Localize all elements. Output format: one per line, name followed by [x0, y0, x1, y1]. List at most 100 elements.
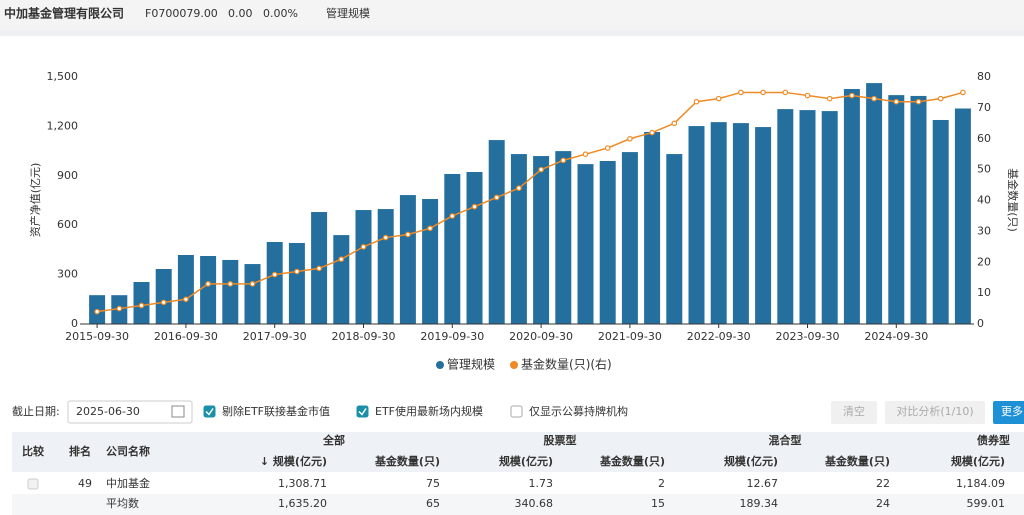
button-label[interactable]: 清空	[843, 404, 865, 418]
line-point	[249, 281, 256, 287]
line-point	[360, 244, 367, 250]
line-point	[449, 213, 456, 219]
button-label[interactable]: 更多	[1001, 404, 1023, 418]
y-tick-label: 0	[71, 317, 78, 330]
compare-checkbox[interactable]	[27, 478, 39, 490]
bar	[688, 126, 705, 324]
y-tick-label: 900	[57, 169, 78, 182]
bar	[599, 160, 616, 324]
date-input[interactable]	[67, 400, 193, 424]
line-point	[715, 95, 722, 102]
x-tick-label: 2021-09-30	[598, 330, 662, 343]
line-point	[604, 145, 611, 151]
legend-label[interactable]: 管理规模	[447, 357, 495, 372]
line-point	[183, 296, 189, 303]
line-point	[516, 185, 522, 191]
line-point	[760, 89, 766, 96]
checkbox[interactable]	[203, 405, 216, 418]
bar	[155, 269, 172, 324]
bar	[222, 259, 239, 324]
bar	[799, 110, 816, 325]
option-label[interactable]: 剔除ETF联接基金市值	[222, 404, 330, 418]
column-header[interactable]: 规模(亿元)	[499, 454, 553, 468]
column-header[interactable]: 规模(亿元)	[724, 454, 778, 468]
bar	[755, 127, 772, 324]
legend-label[interactable]: 基金数量(只)(右)	[521, 357, 612, 372]
line-point	[960, 89, 966, 96]
y2-axis-title: 基金数量(只)	[1006, 168, 1020, 232]
x-tick-label: 2017-09-30	[243, 330, 307, 343]
bar	[621, 152, 638, 324]
button[interactable]	[993, 401, 1024, 424]
cell: 12.67	[747, 477, 779, 490]
bar	[399, 195, 416, 324]
bar	[355, 210, 372, 324]
column-header[interactable]: 基金数量(只)	[599, 454, 665, 468]
checkbox[interactable]	[510, 405, 523, 418]
option-label[interactable]: ETF使用最新场内规模	[375, 404, 483, 418]
company-name: 中加基金	[106, 476, 150, 490]
option-label[interactable]: 仅显示公募持牌机构	[529, 404, 628, 418]
line-point	[804, 92, 811, 99]
line-point	[271, 271, 278, 278]
company-name: 平均数	[106, 497, 139, 510]
line-point	[160, 299, 167, 306]
line-point	[560, 157, 567, 164]
y-tick-label: 1,500	[47, 70, 79, 83]
line-point	[382, 234, 389, 241]
line-point	[826, 95, 833, 102]
line-point	[471, 203, 478, 210]
cell: 65	[426, 497, 440, 510]
line-point	[937, 95, 944, 102]
cell: 75	[426, 477, 440, 490]
line-point	[227, 281, 234, 287]
legend-swatch[interactable]	[436, 361, 444, 369]
bar	[244, 264, 261, 324]
checkbox[interactable]	[356, 405, 369, 418]
x-tick-label: 2024-09-30	[864, 330, 928, 343]
check-mark	[205, 408, 214, 416]
cell: 189.34	[740, 497, 779, 510]
check-mark	[358, 408, 367, 416]
cell: 599.01	[967, 497, 1006, 510]
bar	[954, 108, 971, 324]
cell: 1.73	[529, 477, 554, 490]
line-point	[294, 268, 300, 275]
column-header[interactable]: 基金数量(只)	[824, 454, 890, 468]
cell: 2	[658, 477, 665, 490]
date-label: 截止日期:	[12, 404, 60, 418]
y2-tick-label: 40	[977, 194, 991, 207]
column-group: 排名	[69, 444, 91, 458]
line-point	[427, 225, 433, 232]
line-point	[538, 166, 544, 173]
bar	[910, 95, 927, 324]
tab[interactable]: 管理规模	[326, 6, 370, 20]
bar	[488, 140, 505, 324]
line-point	[915, 98, 922, 105]
button[interactable]	[885, 401, 985, 424]
legend-swatch[interactable]	[510, 361, 519, 369]
change-pct: 0.00%	[263, 7, 298, 20]
column-header[interactable]: 规模(亿元)	[951, 454, 1005, 468]
bar	[666, 154, 683, 324]
button[interactable]	[831, 401, 877, 424]
line-point	[94, 308, 100, 315]
column-header[interactable]: 基金数量(只)	[374, 454, 440, 468]
bar	[577, 164, 594, 324]
rank: 49	[78, 477, 92, 490]
bar	[932, 119, 949, 324]
bar	[466, 172, 483, 324]
cell: 340.68	[515, 497, 554, 510]
table-header	[12, 432, 1024, 472]
line-point	[582, 151, 589, 157]
bar	[644, 131, 661, 324]
line-point	[738, 89, 744, 96]
button-label[interactable]: 对比分析(1/10)	[896, 404, 973, 418]
y2-tick-label: 10	[977, 286, 991, 299]
y2-tick-label: 60	[977, 132, 991, 145]
bar	[732, 123, 749, 325]
bar	[200, 255, 217, 324]
column-header[interactable]: ↓ 规模(亿元)	[260, 454, 327, 468]
calendar-icon	[171, 405, 185, 418]
